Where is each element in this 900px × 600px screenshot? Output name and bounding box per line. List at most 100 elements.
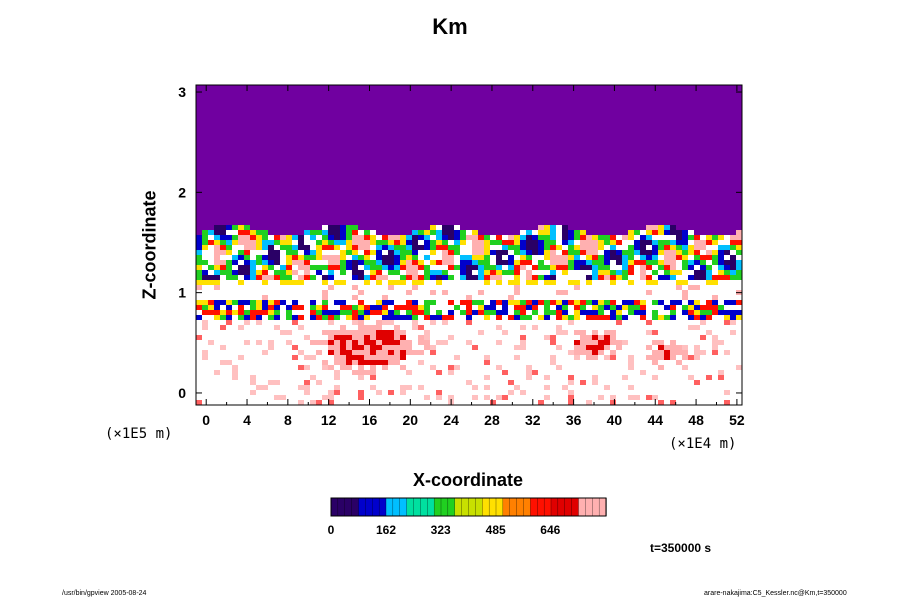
heatmap-cell (292, 300, 298, 305)
heatmap-cell (424, 145, 430, 150)
heatmap-cell (454, 190, 460, 195)
heatmap-cell (472, 210, 478, 215)
heatmap-cell (646, 225, 652, 230)
heatmap-cell (250, 195, 256, 200)
heatmap-cell (304, 110, 310, 115)
heatmap-cell (208, 140, 214, 145)
heatmap-cell (658, 220, 664, 225)
heatmap-cell (460, 205, 466, 210)
heatmap-cell (322, 115, 328, 120)
heatmap-cell (364, 165, 370, 170)
heatmap-cell (448, 210, 454, 215)
heatmap-cell (502, 190, 508, 195)
heatmap-cell (346, 145, 352, 150)
heatmap-cell (286, 250, 292, 255)
heatmap-cell (466, 200, 472, 205)
heatmap-cell (448, 245, 454, 250)
heatmap-cell (496, 200, 502, 205)
heatmap-cell (226, 145, 232, 150)
heatmap-cell (508, 190, 514, 195)
heatmap-cell (400, 115, 406, 120)
heatmap-cell (394, 255, 400, 260)
heatmap-cell (298, 400, 304, 405)
heatmap-cell (628, 155, 634, 160)
heatmap-cell (304, 380, 310, 385)
heatmap-cell (652, 240, 658, 245)
heatmap-cell (664, 200, 670, 205)
heatmap-cell (628, 235, 634, 240)
heatmap-cell (562, 185, 568, 190)
heatmap-cell (376, 305, 382, 310)
heatmap-cell (670, 400, 676, 405)
heatmap-cell (376, 190, 382, 195)
heatmap-cell (412, 90, 418, 95)
heatmap-cell (610, 150, 616, 155)
heatmap-cell (406, 385, 412, 390)
heatmap-cell (538, 170, 544, 175)
heatmap-cell (388, 150, 394, 155)
heatmap-cell (418, 245, 424, 250)
heatmap-cell (502, 150, 508, 155)
heatmap-cell (268, 310, 274, 315)
heatmap-cell (328, 230, 334, 235)
heatmap-cell (364, 325, 370, 330)
heatmap-cell (358, 200, 364, 205)
heatmap-cell (220, 105, 226, 110)
heatmap-cell (670, 105, 676, 110)
heatmap-cell (328, 180, 334, 185)
heatmap-cell (736, 245, 742, 250)
heatmap-cell (700, 230, 706, 235)
heatmap-cell (658, 175, 664, 180)
heatmap-cell (616, 220, 622, 225)
heatmap-cell (520, 195, 526, 200)
x-tick-label: 16 (362, 412, 378, 428)
heatmap-cell (328, 240, 334, 245)
heatmap-cell (562, 230, 568, 235)
heatmap-cell (238, 85, 244, 90)
heatmap-cell (592, 330, 598, 335)
heatmap-cell (688, 250, 694, 255)
heatmap-cell (238, 165, 244, 170)
x-tick-label: 36 (566, 412, 582, 428)
colorbar-swatch (537, 497, 545, 517)
heatmap-cell (388, 145, 394, 150)
heatmap-cell (340, 300, 346, 305)
heatmap-cell (436, 205, 442, 210)
heatmap-cell (556, 330, 562, 335)
heatmap-cell (298, 140, 304, 145)
heatmap-cell (298, 175, 304, 180)
heatmap-cell (238, 155, 244, 160)
heatmap-cell (370, 195, 376, 200)
heatmap-cell (622, 90, 628, 95)
heatmap-cell (328, 85, 334, 90)
heatmap-cell (640, 95, 646, 100)
heatmap-cell (394, 90, 400, 95)
heatmap-cell (712, 345, 718, 350)
heatmap-cell (226, 195, 232, 200)
heatmap-cell (646, 215, 652, 220)
heatmap-cell (574, 255, 580, 260)
heatmap-cell (442, 205, 448, 210)
heatmap-cell (544, 195, 550, 200)
heatmap-cell (724, 230, 730, 235)
heatmap-cell (664, 210, 670, 215)
heatmap-cell (718, 180, 724, 185)
heatmap-cell (682, 245, 688, 250)
heatmap-cell (220, 175, 226, 180)
heatmap-cell (646, 170, 652, 175)
heatmap-cell (280, 245, 286, 250)
heatmap-cell (304, 210, 310, 215)
heatmap-cell (718, 85, 724, 90)
heatmap-cell (388, 125, 394, 130)
heatmap-cell (406, 95, 412, 100)
heatmap-cell (214, 310, 220, 315)
heatmap-cell (544, 115, 550, 120)
heatmap-cell (196, 335, 202, 340)
heatmap-cell (532, 150, 538, 155)
heatmap-cell (688, 185, 694, 190)
heatmap-cell (580, 335, 586, 340)
heatmap-cell (496, 195, 502, 200)
heatmap-cell (358, 365, 364, 370)
heatmap-cell (568, 170, 574, 175)
heatmap-cell (718, 190, 724, 195)
